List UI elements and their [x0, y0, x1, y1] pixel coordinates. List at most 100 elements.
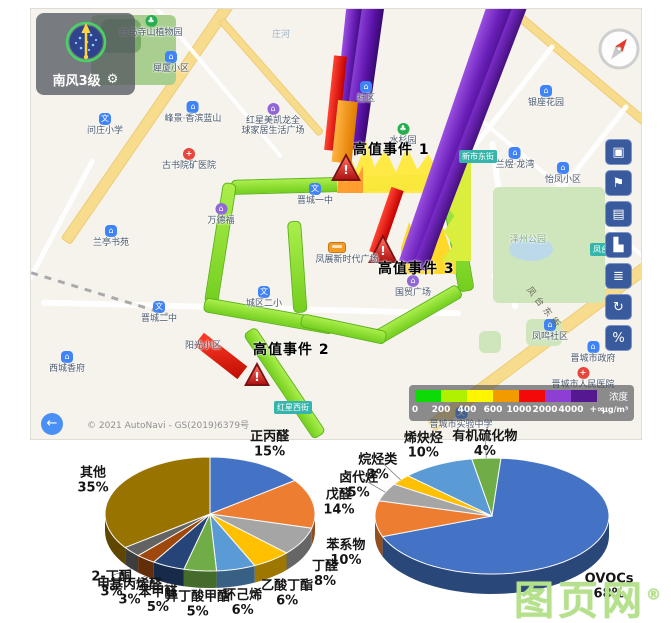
poi-fengjing: ⌂ 峰景·香滨蓝山 — [164, 101, 222, 124]
poi-fengming: ⌂ 凤鸣社区 — [531, 319, 569, 342]
poi-xiaoqu: ⌂ 犀厦小区 — [152, 51, 190, 74]
gallery-button[interactable]: ▤ — [605, 201, 632, 227]
legend-tick: 600 — [483, 405, 503, 415]
event2-warning-marker[interactable]: ! — [244, 362, 270, 386]
poi-fengzhan-plaza: 凤展新时代广场 — [315, 255, 379, 265]
wind-compass-icon — [65, 21, 106, 63]
poi-wandefu: ⌂ 万德福 — [207, 203, 235, 226]
event3-warning-marker[interactable]: ! — [368, 234, 398, 263]
pie-leader-line — [111, 568, 132, 576]
pie-label: 苯甲醛 5% — [137, 584, 178, 615]
watermark: 图页网® — [514, 578, 665, 623]
car-icon — [328, 242, 346, 253]
pie-label: 苯系物 10% — [325, 537, 365, 568]
legend-unit: μg/m³ — [602, 405, 629, 414]
pie-slice-烯炔烃 — [406, 458, 493, 517]
home-icon: ⌂ — [60, 351, 73, 363]
back-button[interactable]: ← — [41, 413, 63, 435]
legend-tick: 4000 — [558, 405, 584, 415]
flag-button[interactable]: ⚑ — [605, 170, 632, 196]
school-icon: 文 — [257, 286, 270, 298]
poi-school-wenzhuang: 文问庄小学 — [86, 113, 124, 136]
pie-label: 戊醛 14% — [323, 487, 354, 518]
refresh-icon: ↻ — [613, 299, 624, 315]
pie-label: 卤代烃 5% — [339, 470, 378, 501]
home-icon: ⌂ — [187, 101, 199, 113]
pie-label: 甲基丙烯醛 3% — [97, 576, 163, 607]
poi-government: ⌂ 晋城市政府 — [570, 341, 616, 364]
event1-warning-marker[interactable]: ! — [331, 153, 361, 181]
map-canvas[interactable]: ! ! ! 高值事件 1 高值事件 3 高值事件 2 ♣ 白马寺山植物园 ⌂ 犀厦小… — [30, 8, 642, 440]
home-icon: ⌂ — [164, 51, 177, 63]
poi-shuishanyuan: ♣ 水杉园 — [389, 123, 417, 146]
pie-label: 乙酸丁酯 6% — [261, 577, 313, 608]
poi-xicheng-xiangfu: ⌂ 西城香府 — [48, 351, 86, 374]
poi-school-yizhong: 文晋城一中 — [296, 183, 334, 206]
wind-widget[interactable]: 南风3级 ⚙ — [36, 13, 135, 95]
government-icon: ⌂ — [586, 341, 599, 353]
poi-hongxing-mall: ⌂ 红星美凯龙全 球家居生活广场 — [241, 103, 305, 137]
gear-icon[interactable]: ⚙ — [106, 72, 119, 87]
home-icon: ⌂ — [359, 81, 372, 93]
pie-label: OVOCs 68% — [585, 571, 634, 601]
map-copyright: © 2021 AutoNavi - GS(2019)6379号 — [87, 421, 250, 431]
pie-label: 丁醛 8% — [312, 558, 339, 589]
legend-tick: 400 — [457, 405, 477, 415]
pie-label: 2-丁酮 3% — [91, 570, 131, 600]
pie-slice-side — [286, 528, 312, 570]
concentration-legend: 浓度 0 200 400 600 1000 2000 4000 +∞ μg/m³ — [409, 385, 634, 421]
event2-label: 高值事件 2 — [253, 342, 330, 358]
tree-icon: ♣ — [144, 15, 157, 27]
hospital-cross-icon: + — [182, 148, 195, 160]
poi-hospital-gushuyuan: + 古书院矿医院 — [161, 148, 217, 171]
registered-mark: ® — [646, 585, 665, 604]
pie-slice-苯甲醛 — [152, 513, 211, 570]
pie-slice-苯系物 — [374, 500, 493, 538]
pie-slice-side — [375, 516, 383, 557]
pie-label: 烷烃类 3% — [358, 452, 398, 483]
chart-button[interactable]: ▙ — [605, 232, 632, 258]
pie-slice-side — [382, 516, 609, 594]
pie-slice-side — [254, 553, 287, 583]
pie-slice-正丙醛 — [209, 456, 296, 515]
home-icon: ⌂ — [543, 319, 556, 331]
report-button[interactable]: ≣ — [605, 263, 632, 289]
pie-label: 其他 35% — [77, 464, 108, 495]
poi-shequ: ⌂ 社区 — [356, 81, 376, 104]
pie-slice-丁醛 — [209, 513, 313, 554]
road-tag: 新市东街 — [459, 150, 497, 163]
mall-icon: ⌂ — [406, 275, 419, 287]
percent-icon: % — [612, 330, 625, 346]
legend-tick: 200 — [431, 405, 451, 415]
pie-slice-OVOCs — [381, 457, 610, 575]
poi-yifeng: ⌂ 怡凤小区 — [544, 162, 582, 185]
pie-slice-其他 — [104, 456, 211, 549]
mall-icon: ⌂ — [214, 203, 227, 215]
refresh-button[interactable]: ↻ — [605, 294, 632, 320]
legend-title: 浓度 — [608, 392, 628, 403]
tree-icon: ♣ — [396, 123, 409, 135]
legend-tick: 1000 — [506, 405, 532, 415]
home-icon: ⌂ — [509, 147, 521, 159]
monitor-button[interactable]: ▣ — [605, 139, 632, 165]
school-icon: 文 — [98, 113, 111, 125]
park-small — [479, 331, 501, 353]
pie-leader-line — [129, 575, 146, 584]
compass-control[interactable] — [597, 27, 641, 71]
event1-label: 高值事件 1 — [353, 142, 430, 158]
pie-label: 异丁酸甲酯 5% — [165, 589, 230, 620]
monitor-icon: ▣ — [612, 144, 625, 160]
legend-tick: 2000 — [532, 405, 558, 415]
legend-tick: +∞ — [589, 405, 605, 415]
home-icon: ⌂ — [104, 225, 117, 237]
map-tool-rail: ▣ ⚑ ▤ ▙ ≣ ↻ % — [605, 139, 632, 356]
pie-slice-乙酸丁酯 — [209, 513, 288, 567]
track-segment — [287, 220, 308, 314]
poi-botanical-garden: ♣ 白马寺山植物园 — [119, 15, 183, 38]
pie-slice-side — [216, 565, 255, 588]
poi-school-erxiao: 文城区二小 — [245, 286, 283, 309]
mall-icon: ⌂ — [266, 103, 279, 115]
percent-button[interactable]: % — [605, 325, 632, 351]
road-tag: 红星西街 — [274, 401, 312, 414]
